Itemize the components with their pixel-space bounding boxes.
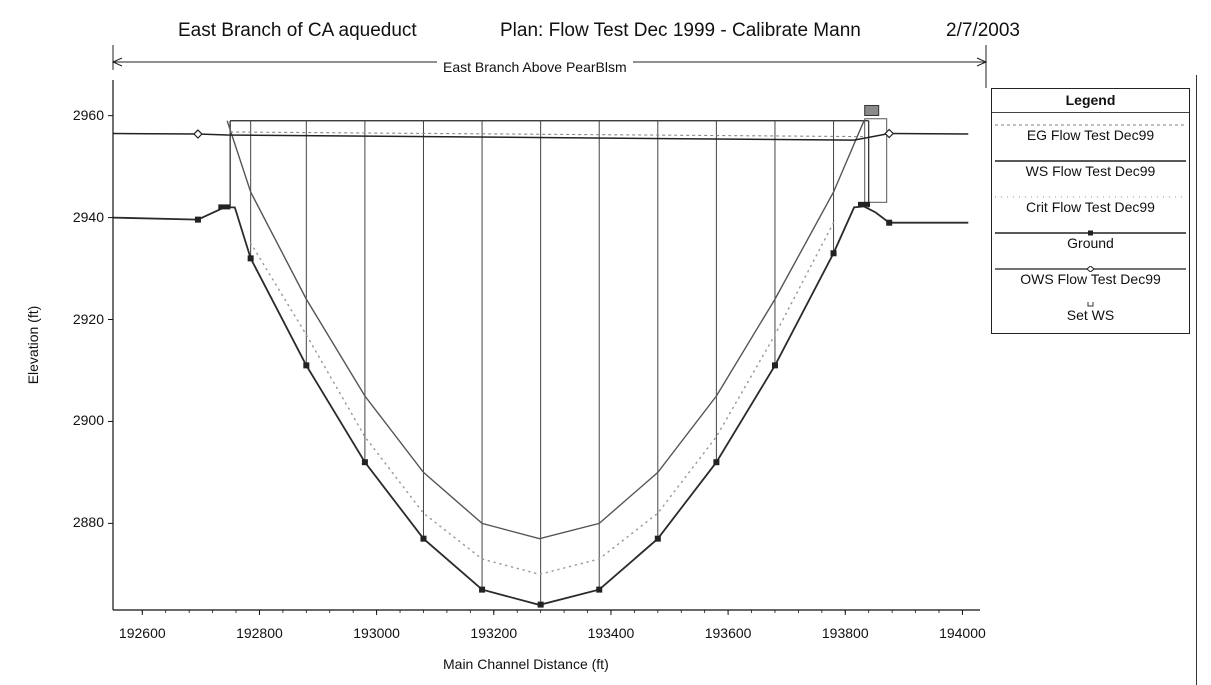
x-tick-label-4: 193400: [587, 625, 635, 641]
eg-line-swatch: [995, 124, 1186, 126]
ground-point-4: [479, 586, 486, 593]
legend-label-ground: Ground: [1067, 235, 1114, 251]
chart-title-plan: Plan: Flow Test Dec 1999 - Calibrate Man…: [500, 20, 861, 41]
ground-point-5: [537, 601, 544, 608]
legend-item-set-ws: Set WS: [992, 293, 1189, 329]
ground-end-point-1: [886, 219, 893, 226]
y-tick-label-1: 2900: [72, 412, 104, 429]
y-tick-label-2: 2920: [72, 310, 104, 327]
legend-item-ows: OWS Flow Test Dec99: [992, 257, 1189, 293]
ground-point-0: [247, 255, 254, 262]
legend-item-ws: WS Flow Test Dec99: [992, 149, 1189, 185]
chart-title-date: 2/7/2003: [946, 20, 1020, 41]
ground-point-6: [596, 586, 603, 593]
legend-item-crit: Crit Flow Test Dec99: [992, 185, 1189, 221]
legend-item-ground: Ground: [992, 221, 1189, 257]
legend: Legend EG Flow Test Dec99 WS Flow Test D…: [991, 88, 1190, 334]
chart-title-river: East Branch of CA aqueduct: [178, 20, 417, 41]
y-tick-label-0: 2880: [72, 514, 104, 531]
structure-gate-box: [864, 118, 888, 203]
x-tick-label-2: 193000: [353, 625, 400, 641]
ows-line-swatch: [995, 266, 1186, 272]
ground-bank-left: [218, 204, 231, 210]
y-tick-label-4: 2960: [72, 106, 104, 123]
y-axis-label: Elevation (ft): [25, 305, 41, 385]
ws-line-swatch: [995, 160, 1186, 162]
legend-item-eg: EG Flow Test Dec99: [992, 113, 1189, 149]
x-tick-label-0: 192600: [118, 625, 166, 641]
legend-label-ows: OWS Flow Test Dec99: [1020, 271, 1161, 287]
x-tick-label-5: 193600: [704, 625, 752, 641]
ground-point-10: [830, 250, 837, 257]
x-tick-label-7: 194000: [939, 625, 986, 641]
x-axis-label: Main Channel Distance (ft): [443, 656, 609, 672]
set-ws-swatch: [1087, 302, 1094, 307]
legend-label-eg: EG Flow Test Dec99: [1026, 127, 1155, 143]
legend-title: Legend: [992, 89, 1189, 113]
crit-line: [249, 221, 835, 576]
ground-line-swatch: [995, 230, 1186, 236]
reach-label: East Branch Above PearBlsm: [437, 59, 633, 75]
ows-line: [226, 120, 865, 540]
ows-diamond-0: [193, 129, 203, 139]
set-ws-marker: [864, 104, 880, 116]
ground-end-point-0: [194, 216, 201, 223]
ows-diamond-1: [884, 128, 895, 139]
ground-bank-right: [858, 201, 871, 207]
x-tick-label-6: 193800: [821, 625, 869, 641]
ground-point-8: [713, 459, 720, 466]
ground-point-1: [303, 362, 310, 369]
page-frame-edge: [1196, 75, 1197, 685]
legend-label-crit: Crit Flow Test Dec99: [1026, 199, 1155, 215]
legend-label-ws: WS Flow Test Dec99: [1025, 163, 1156, 179]
x-tick-label-1: 192800: [236, 625, 283, 641]
y-tick-label-3: 2940: [72, 208, 104, 225]
ground-point-9: [771, 362, 778, 369]
ground-point-3: [420, 535, 427, 542]
ground-point-2: [361, 459, 368, 466]
legend-label-set-ws: Set WS: [1066, 307, 1115, 323]
ground-point-7: [654, 535, 661, 542]
x-tick-label-3: 193200: [470, 625, 518, 641]
ws-line: [112, 132, 969, 141]
